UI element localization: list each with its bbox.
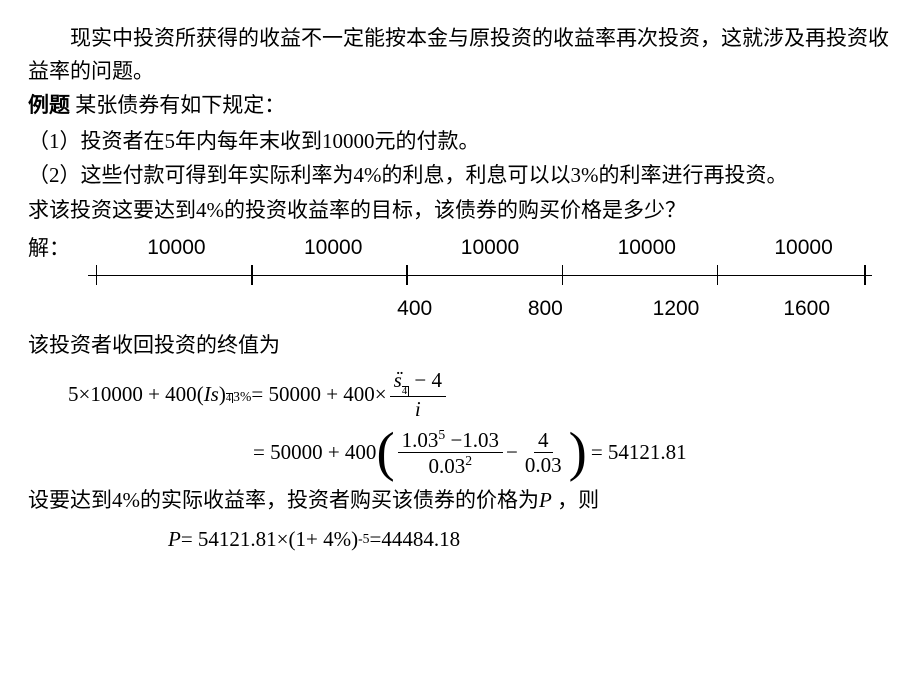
tick-1 <box>251 265 253 285</box>
eq2-f1d-a: 0.03 <box>429 454 466 478</box>
example-text: 某张债券有如下规定： <box>70 93 285 117</box>
tl-top-4: 10000 <box>774 232 832 265</box>
example-heading-line: 例题 某张债券有如下规定： <box>28 89 892 123</box>
tick-5 <box>864 265 866 285</box>
terminal-value-label: 该投资者收回投资的终值为 <box>28 329 892 362</box>
price-P: P <box>539 488 552 512</box>
eq1-eq: = 50000 + 400× <box>251 378 386 411</box>
tl-bot-2: 1200 <box>611 293 742 326</box>
equation-2: = 50000 + 400 ( 1.035 −1.03 0.032 − 4 0.… <box>28 427 892 478</box>
timeline-bottom-values: 400 800 1200 1600 <box>88 293 872 326</box>
eq3-a: = 54121.81× <box>181 523 289 556</box>
eq1-lhs: 5×10000 + 400 <box>68 378 197 411</box>
eq2-f1n-a: 1.03 <box>402 428 439 452</box>
price-label-a: 设要达到4%的实际收益率，投资者购买该债券的价格为 <box>28 488 539 512</box>
tl-bot-1: 800 <box>480 293 611 326</box>
timeline-diagram: 解： 10000 10000 10000 10000 10000 400 800… <box>28 232 892 325</box>
tl-top-0: 10000 <box>147 232 205 265</box>
eq1-s-ddot: s <box>394 368 402 392</box>
eq1-frac-den: i <box>415 397 421 421</box>
eq2-lhs: = 50000 + 400 <box>253 436 376 469</box>
eq2-f1d-exp: 2 <box>465 453 472 468</box>
eq3-b: =44484.18 <box>369 523 460 556</box>
tl-bot-3: 1600 <box>741 293 872 326</box>
solution-label: 解： <box>28 232 88 265</box>
timeline-top-values: 10000 10000 10000 10000 10000 <box>88 232 892 265</box>
tl-top-2: 10000 <box>461 232 519 265</box>
timeline-hline <box>88 275 872 277</box>
eq2-frac2: 4 0.03 <box>521 428 566 477</box>
tl-top-1: 10000 <box>304 232 362 265</box>
eq2-minus: − <box>506 436 518 469</box>
lparen-icon: ( <box>376 433 394 471</box>
eq1-frac-angle: 4 <box>402 386 409 396</box>
tick-2 <box>406 265 408 285</box>
eq3-exp: -5 <box>358 528 369 549</box>
equation-3: P = 54121.81× (1+ 4%) -5 =44484.18 <box>28 523 892 556</box>
eq2-f2d: 0.03 <box>521 453 566 477</box>
eq3-base: 1+ 4% <box>296 523 352 556</box>
question: 求该投资这要达到4%的投资收益率的目标，该债券的购买价格是多少？ <box>28 194 892 227</box>
eq1-frac-rest: − 4 <box>409 368 442 392</box>
timeline-axis <box>88 265 872 287</box>
intro-paragraph: 现实中投资所获得的收益不一定能按本金与原投资的收益率再次投资，这就涉及再投资收益… <box>28 22 892 87</box>
tl-bot-0: 400 <box>349 293 480 326</box>
tick-4 <box>717 265 719 285</box>
tl-top-3: 10000 <box>618 232 676 265</box>
condition-2: （2）这些付款可得到年实际利率为4%的利息，利息可以以3%的利率进行再投资。 <box>28 159 892 192</box>
tick-3 <box>562 265 564 285</box>
eq1-Is: Is <box>204 378 219 411</box>
eq1-fraction: s4 − 4 i <box>390 368 446 421</box>
eq2-result: = 54121.81 <box>591 436 687 469</box>
eq3-P: P <box>168 523 181 556</box>
condition-1: （1）投资者在5年内每年末收到10000元的付款。 <box>28 125 892 158</box>
eq2-f2n: 4 <box>534 428 553 453</box>
rparen-icon: ) <box>569 433 587 471</box>
example-label: 例题 <box>28 94 70 117</box>
eq1-rate: 3% <box>233 389 251 404</box>
eq2-f1n-b: −1.03 <box>445 428 499 452</box>
equation-1: 5×10000 + 400 (Is) 43% = 50000 + 400× s4… <box>28 368 892 421</box>
price-label-line: 设要达到4%的实际收益率，投资者购买该债券的价格为P ，则 <box>28 484 892 517</box>
eq2-frac1: 1.035 −1.03 0.032 <box>398 427 503 478</box>
tick-0 <box>96 265 98 285</box>
price-label-c: ，则 <box>552 488 599 512</box>
